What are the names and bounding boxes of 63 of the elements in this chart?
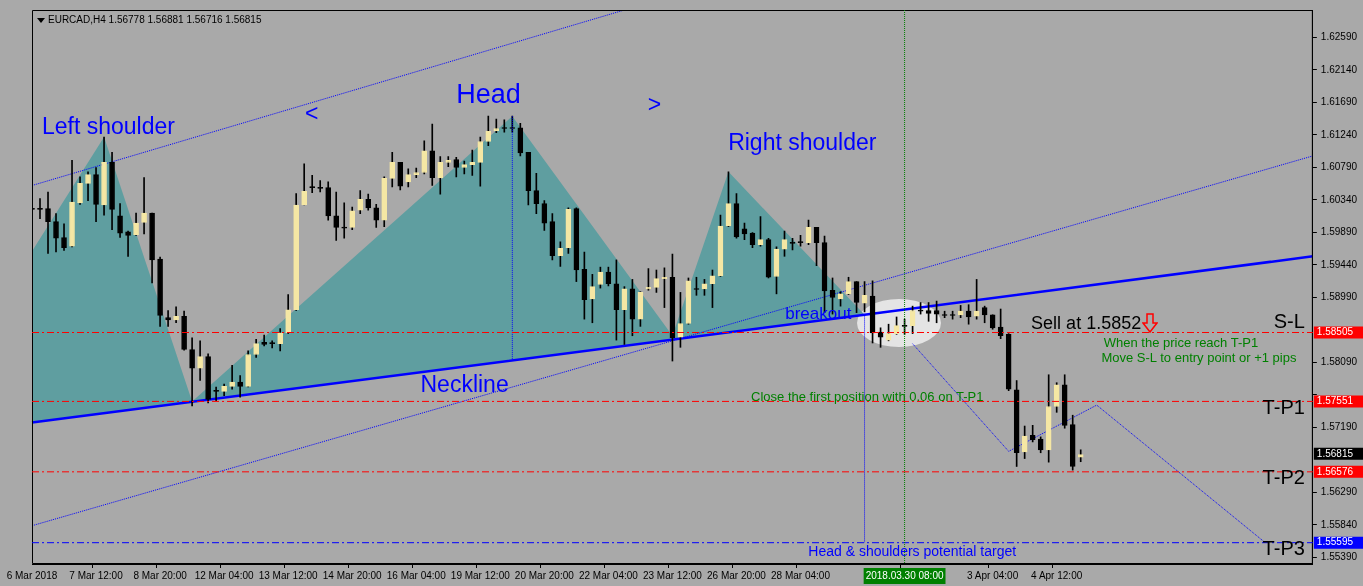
candlestick [269,340,275,349]
candlestick [165,310,171,327]
x-tick-label: 19 Mar 12:00 [450,569,511,581]
x-tick-label: 22 Mar 04:00 [578,569,639,581]
x-tick-label: 26 Mar 20:00 [707,569,767,581]
candlestick [341,202,348,239]
y-tick-label: 1.61240 [1320,128,1358,140]
candlestick [493,118,500,134]
annotation: Head & shoulders potential target [808,543,1017,560]
annotation: > [647,90,662,117]
y-tick-label: 1.55390 [1320,551,1358,563]
y-tick-label: 1.55840 [1320,518,1358,530]
annotation: < [305,99,319,126]
annotation: When the price reach T-P1 [1103,335,1259,351]
y-tick-label: 1.58090 [1320,356,1358,368]
annotation: Close the first position with 0.06 on T-P1 [751,388,984,404]
y-tick-label: 1.60340 [1320,193,1358,205]
x-tick-label: 12 Mar 04:00 [194,569,255,581]
candlestick [125,230,131,257]
chart-title: EURCAD,H4 1.56778 1.56881 1.56716 1.56815 [48,13,262,25]
x-tick-label: 8 Mar 20:00 [133,569,188,581]
y-tick-label: 1.60790 [1320,161,1358,173]
y-tick-label: 1.59890 [1320,226,1358,238]
x-tick-label: 16 Mar 04:00 [386,569,447,581]
ref-line-label: T-P2 [1262,466,1305,489]
y-tick-label: 1.62590 [1320,31,1358,43]
x-tick-label: 2018.03.30 08:00 [865,569,944,581]
text: 1.58505 [1316,326,1354,338]
ref-line-label: S-L [1273,310,1305,333]
x-tick-label: 3 Apr 04:00 [967,569,1019,581]
candlestick [237,375,243,398]
x-tick-label: 23 Mar 12:00 [642,569,703,581]
y-tick-label: 1.59440 [1320,258,1358,270]
ref-line-label: T-P3 [1262,537,1305,560]
text: 1.57551 [1316,395,1354,407]
candlestick [309,175,316,194]
y-tick-label: 1.62140 [1320,63,1358,75]
x-tick-label: 4 Apr 12:00 [1031,569,1083,581]
annotation: Right shoulder [728,129,877,156]
series-label: Neckline [420,370,509,397]
candlestick [45,191,51,254]
text: 1.55595 [1316,536,1354,548]
x-tick-label: 13 Mar 12:00 [258,569,319,581]
x-tick-label: 28 Mar 04:00 [771,569,831,581]
y-tick-label: 1.58990 [1320,291,1358,303]
annotation: Move S-L to entry point or +1 pips [1101,350,1297,366]
text: 1.56815 [1316,447,1354,459]
y-tick-label: 1.57190 [1320,421,1358,433]
annotation: Left shoulder [41,113,176,140]
candlestick [141,177,147,235]
x-tick-label: 7 Mar 12:00 [69,569,124,581]
x-tick-label: 6 Mar 2018 [6,569,58,581]
y-tick-label: 1.61690 [1320,96,1358,108]
candlestick [469,149,476,176]
ref-line-label: T-P1 [1262,395,1305,418]
x-tick-label: 20 Mar 20:00 [514,569,575,581]
candlestick [229,365,235,390]
y-tick-label: 1.56290 [1320,486,1358,498]
annotation: Sell at 1.5852 [1031,312,1142,333]
text: 1.56576 [1316,465,1354,477]
candlestick [333,191,340,241]
x-tick-label: 14 Mar 20:00 [322,569,383,581]
annotation: Head [456,78,521,109]
